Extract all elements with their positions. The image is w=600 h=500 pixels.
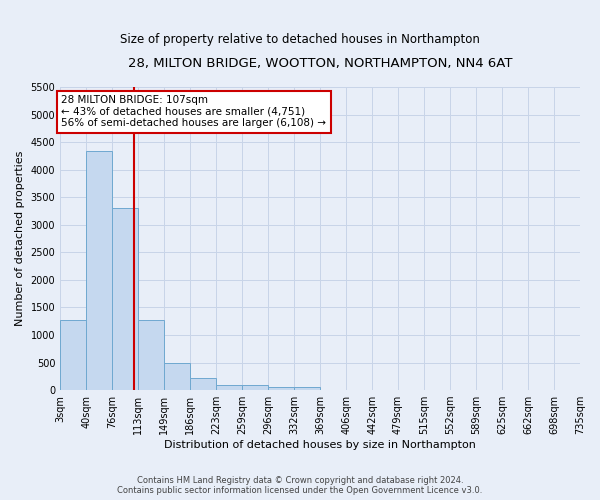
Text: 28 MILTON BRIDGE: 107sqm
← 43% of detached houses are smaller (4,751)
56% of sem: 28 MILTON BRIDGE: 107sqm ← 43% of detach… <box>61 95 326 128</box>
Bar <box>294 387 320 390</box>
X-axis label: Distribution of detached houses by size in Northampton: Distribution of detached houses by size … <box>164 440 476 450</box>
Bar <box>268 387 294 390</box>
Bar <box>138 320 164 390</box>
Bar <box>216 385 242 390</box>
Bar <box>190 378 216 390</box>
Text: Size of property relative to detached houses in Northampton: Size of property relative to detached ho… <box>120 32 480 46</box>
Text: Contains HM Land Registry data © Crown copyright and database right 2024.
Contai: Contains HM Land Registry data © Crown c… <box>118 476 482 495</box>
Bar <box>164 363 190 390</box>
Bar <box>60 320 86 390</box>
Bar <box>242 385 268 390</box>
Title: 28, MILTON BRIDGE, WOOTTON, NORTHAMPTON, NN4 6AT: 28, MILTON BRIDGE, WOOTTON, NORTHAMPTON,… <box>128 58 512 70</box>
Bar <box>112 208 138 390</box>
Y-axis label: Number of detached properties: Number of detached properties <box>15 151 25 326</box>
Bar <box>86 151 112 390</box>
